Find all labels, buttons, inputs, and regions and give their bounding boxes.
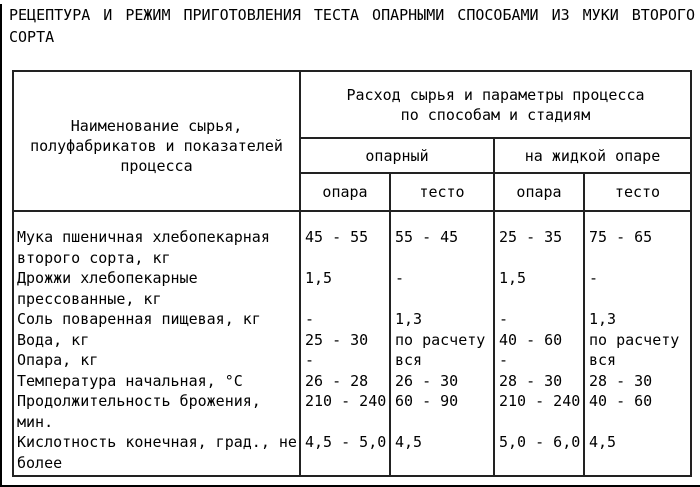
value-line bbox=[305, 289, 389, 310]
stage-header-sponge-opara: опара bbox=[299, 172, 391, 212]
value-line bbox=[499, 289, 583, 310]
item-line: прессованные, кг bbox=[17, 289, 162, 308]
value-line: - bbox=[305, 351, 315, 369]
items-column-header: Наименование сырья, полуфабрикатов и пок… bbox=[12, 70, 301, 212]
value-line bbox=[395, 248, 493, 269]
value-line: 4,5 - 5,0 bbox=[305, 433, 387, 451]
value-line bbox=[589, 248, 690, 269]
method-header-liquid-sponge: на жидкой опаре bbox=[492, 137, 693, 174]
item-line: Дрожжи хлебопекарные bbox=[17, 269, 198, 287]
value-line: 28 - 30 bbox=[499, 371, 563, 390]
value-line bbox=[305, 412, 389, 433]
item-line: мин. bbox=[17, 412, 54, 431]
recipe-table: Наименование сырья, полуфабрикатов и пок… bbox=[12, 70, 693, 477]
value-line: вся bbox=[395, 351, 423, 369]
table-body-row: Мука пшеничная хлебопекарная второго сорт… bbox=[12, 210, 693, 477]
stage-header-liquid-opara: опара bbox=[493, 172, 585, 212]
value-line: по расчету bbox=[589, 330, 680, 349]
value-line: 5,0 - 6,0 bbox=[499, 433, 581, 451]
value-line bbox=[499, 412, 583, 433]
value-line: 1,5 bbox=[305, 269, 333, 287]
values-column-sponge-opara: 45 - 55 1,5 - 25 - 30 - 26 - 28 210 - 240 4,… bbox=[299, 210, 391, 477]
value-line: 60 - 90 bbox=[395, 392, 459, 410]
value-line: 26 - 30 bbox=[395, 371, 459, 390]
value-line: - bbox=[499, 351, 509, 369]
item-line: Кислотность конечная, град., не bbox=[17, 433, 297, 451]
value-line bbox=[395, 453, 493, 474]
values-column-sponge-dough: 55 - 45 - 1,3 по расчету вся 26 - 30 60 - 90… bbox=[389, 210, 495, 477]
value-line: вся bbox=[589, 351, 617, 369]
value-line bbox=[395, 412, 493, 433]
value-line: 55 - 45 bbox=[395, 228, 459, 246]
document-title: РЕЦЕПТУРА И РЕЖИМ ПРИГОТОВЛЕНИЯ ТЕСТА ОП… bbox=[9, 6, 695, 46]
values-column-liquid-opara: 25 - 35 1,5 - 40 - 60 - 28 - 30 210 - 240 5,… bbox=[493, 210, 585, 477]
item-line: Мука пшеничная хлебопекарная bbox=[17, 228, 270, 246]
items-column: Мука пшеничная хлебопекарная второго сорт… bbox=[12, 210, 301, 477]
value-line bbox=[589, 289, 690, 310]
value-line bbox=[589, 453, 690, 474]
document-page: { "title": "РЕЦЕПТУРА И РЕЖИМ ПРИГОТОВЛЕ… bbox=[0, 4, 700, 487]
value-line: - bbox=[305, 310, 315, 328]
value-line bbox=[305, 248, 389, 269]
value-line: 4,5 bbox=[589, 433, 617, 451]
value-line: 40 - 60 bbox=[589, 392, 653, 410]
value-line: - bbox=[395, 269, 405, 287]
item-line: Соль поваренная пищевая, кг bbox=[17, 310, 261, 328]
value-line bbox=[499, 453, 583, 474]
values-column-liquid-dough: 75 - 65 - 1,3 по расчету вся 28 - 30 40 - 60… bbox=[582, 210, 693, 477]
value-line: по расчету bbox=[395, 330, 486, 349]
value-line bbox=[395, 289, 493, 310]
value-line: 4,5 bbox=[395, 433, 423, 451]
item-line: Температура начальная, °С bbox=[17, 371, 243, 390]
stage-header-sponge-dough: тесто bbox=[389, 172, 495, 212]
group-header: Расход сырья и параметры процесса по спо… bbox=[298, 70, 693, 139]
value-line: 1,5 bbox=[499, 269, 527, 287]
value-line: 1,3 bbox=[395, 310, 423, 328]
value-line: 210 - 240 bbox=[499, 392, 581, 410]
item-line: Продолжительность брожения, bbox=[17, 392, 261, 410]
value-line: - bbox=[499, 310, 509, 328]
item-line: Опара, кг bbox=[17, 351, 99, 369]
value-line: - bbox=[589, 269, 599, 287]
value-line: 26 - 28 bbox=[305, 371, 369, 390]
item-line: более bbox=[17, 453, 63, 472]
value-line bbox=[305, 453, 389, 474]
value-line: 40 - 60 bbox=[499, 330, 563, 349]
item-line: второго сорта, кг bbox=[17, 248, 171, 267]
value-line: 28 - 30 bbox=[589, 371, 653, 390]
value-line: 25 - 30 bbox=[305, 330, 369, 349]
item-line: Вода, кг bbox=[17, 330, 90, 349]
value-line: 75 - 65 bbox=[589, 228, 653, 246]
value-line bbox=[499, 248, 583, 269]
value-line: 210 - 240 bbox=[305, 392, 387, 410]
value-line: 1,3 bbox=[589, 310, 617, 328]
value-line: 45 - 55 bbox=[305, 228, 369, 246]
value-line bbox=[589, 412, 690, 433]
value-line: 25 - 35 bbox=[499, 228, 563, 246]
stage-header-liquid-dough: тесто bbox=[582, 172, 693, 212]
method-header-sponge: опарный bbox=[299, 137, 495, 174]
